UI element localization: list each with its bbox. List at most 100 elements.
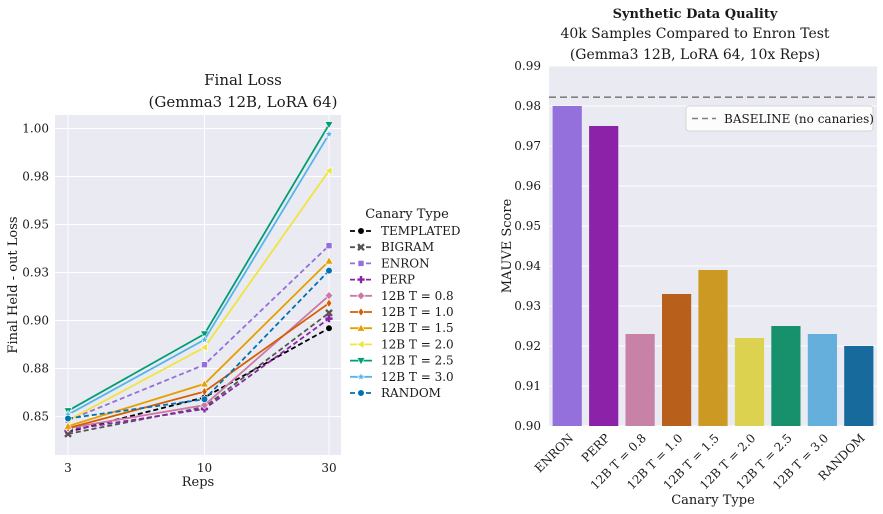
series-point xyxy=(325,298,333,308)
legend-item: 12B T = 3.0 xyxy=(350,370,454,384)
legend-label: TEMPLATED xyxy=(381,224,461,238)
line-plot-area xyxy=(55,115,341,455)
bar-12b-t-0-8 xyxy=(625,334,655,426)
bar-y-tick-label: 0.97 xyxy=(514,139,541,153)
legend-label: 12B T = 1.5 xyxy=(381,321,454,335)
legend-label: PERP xyxy=(381,273,415,287)
legend-item: RANDOM xyxy=(350,386,441,400)
bar-y-tick-label: 0.93 xyxy=(514,299,541,313)
bar-y-tick-label: 0.98 xyxy=(514,99,541,113)
legend-marker xyxy=(357,227,365,235)
bar-y-tick-label: 0.91 xyxy=(514,379,541,393)
bar-legend-baseline-label: BASELINE (no canaries) xyxy=(724,112,874,126)
series-point xyxy=(325,309,333,317)
bar-12b-t-3-0 xyxy=(807,334,837,426)
series-point xyxy=(201,361,208,369)
line-y-axis-label: Final Held - out Loss xyxy=(6,216,21,353)
line-chart-title: Final Loss xyxy=(204,71,282,89)
legend-items: TEMPLATED BIGRAM ENRON PERP 12B T = 0.8 12B T… xyxy=(350,224,461,400)
line-x-ticks: 3 10 30 xyxy=(64,461,336,475)
legend-marker xyxy=(356,323,366,332)
bar-12b-t-2-5 xyxy=(771,326,801,426)
line-y-tick-label: 0.95 xyxy=(22,217,49,231)
line-y-tick-label: 0.85 xyxy=(22,410,49,424)
line-y-tick-label: 0.88 xyxy=(22,362,49,376)
line-chart-subtitle: (Gemma3 12B, LoRA 64) xyxy=(149,93,338,111)
bar-bars xyxy=(552,106,874,426)
legend-marker xyxy=(356,357,366,365)
legend-label: 12B T = 3.0 xyxy=(381,370,454,384)
legend-label: 12B T = 0.8 xyxy=(381,289,454,303)
legend-marker xyxy=(356,291,366,301)
legend-label: 12B T = 1.0 xyxy=(381,305,454,319)
series-point xyxy=(200,330,209,339)
bar-chart-subtitle-line-2: (Gemma3 12B, LoRA 64, 10x Reps) xyxy=(570,47,820,63)
bar-x-tick-label: ENRON xyxy=(532,431,576,475)
series-point xyxy=(325,266,333,275)
line-grid xyxy=(55,115,341,455)
series-point xyxy=(324,129,334,138)
line-series-group xyxy=(63,121,334,438)
legend-marker xyxy=(357,243,365,252)
series-point xyxy=(200,343,208,352)
series-point xyxy=(64,414,72,423)
bar-enron xyxy=(552,106,582,426)
bar-y-tick-label: 0.99 xyxy=(514,59,541,73)
bar-y-axis-label: MAUVE Score xyxy=(500,198,515,293)
legend-marker xyxy=(356,372,366,381)
series-point xyxy=(325,242,333,249)
line-y-tick-label: 0.93 xyxy=(22,266,49,280)
line-y-ticks: 0.85 0.88 0.90 0.93 0.95 0.98 1.00 xyxy=(22,121,49,423)
series-point xyxy=(325,324,333,332)
line-y-tick-label: 0.98 xyxy=(22,169,49,183)
bar-x-tick-label: PERP xyxy=(579,431,613,465)
legend-marker xyxy=(357,389,365,397)
bar-legend-box xyxy=(685,105,874,132)
legend-item: BIGRAM xyxy=(350,240,434,254)
line-x-axis-label: Reps xyxy=(182,475,214,490)
legend-item: TEMPLATED xyxy=(350,224,461,238)
legend-label: RANDOM xyxy=(381,386,441,400)
line-x-tick-label: 30 xyxy=(321,461,336,475)
line-chart: Final Loss (Gemma3 12B, LoRA 64) 0.850.8… xyxy=(6,71,461,490)
legend-item: 12B T = 0.8 xyxy=(350,289,454,303)
series-point xyxy=(200,400,209,410)
bar-12b-t-2-0 xyxy=(734,338,765,426)
legend-item: 12B T = 2.0 xyxy=(350,337,454,351)
line-legend: Canary Type TEMPLATED BIGRAM ENRON PERP 12B … xyxy=(350,207,461,400)
series-point xyxy=(324,166,333,176)
series-point xyxy=(324,121,334,129)
bar-chart: Synthetic Data Quality 40k Samples Compa… xyxy=(500,7,877,508)
legend-label: 12B T = 2.0 xyxy=(381,337,454,351)
line-x-tick-label: 3 xyxy=(64,461,72,475)
bar-y-ticks: 0.90 0.91 0.92 0.93 0.94 0.95 0.96 0.97 0.98 0.99 xyxy=(514,59,541,433)
bar-y-tick-label: 0.96 xyxy=(514,179,541,193)
bar-y-tick-label: 0.95 xyxy=(514,219,541,233)
legend-marker xyxy=(356,340,365,349)
series-point xyxy=(200,335,209,344)
bar-12b-t-1-0 xyxy=(662,294,692,426)
legend-title: Canary Type xyxy=(365,207,449,222)
bar-legend: BASELINE (no canaries) xyxy=(685,105,874,132)
series-point xyxy=(200,379,209,388)
bar-chart-subtitle-line-1: 40k Samples Compared to Enron Test xyxy=(560,26,829,42)
bar-y-tick-label: 0.92 xyxy=(514,339,541,353)
series-point xyxy=(324,256,334,265)
bar-random xyxy=(844,346,874,426)
legend-item: ENRON xyxy=(350,256,430,270)
bar-y-tick-label: 0.90 xyxy=(514,419,541,433)
legend-marker xyxy=(357,260,365,267)
bar-perp xyxy=(589,126,619,426)
legend-label: BIGRAM xyxy=(381,240,434,254)
legend-label: 12B T = 2.5 xyxy=(381,354,454,368)
line-y-tick-label: 0.90 xyxy=(22,314,49,328)
legend-label: ENRON xyxy=(381,256,430,270)
series-point xyxy=(63,421,73,430)
bar-chart-title: Synthetic Data Quality xyxy=(613,7,778,22)
legend-item: 12B T = 1.0 xyxy=(350,305,454,319)
bar-x-axis-label: Canary Type xyxy=(671,493,755,508)
line-y-tick-label: 1.00 xyxy=(22,121,49,135)
bar-12b-t-1-5 xyxy=(698,270,728,426)
